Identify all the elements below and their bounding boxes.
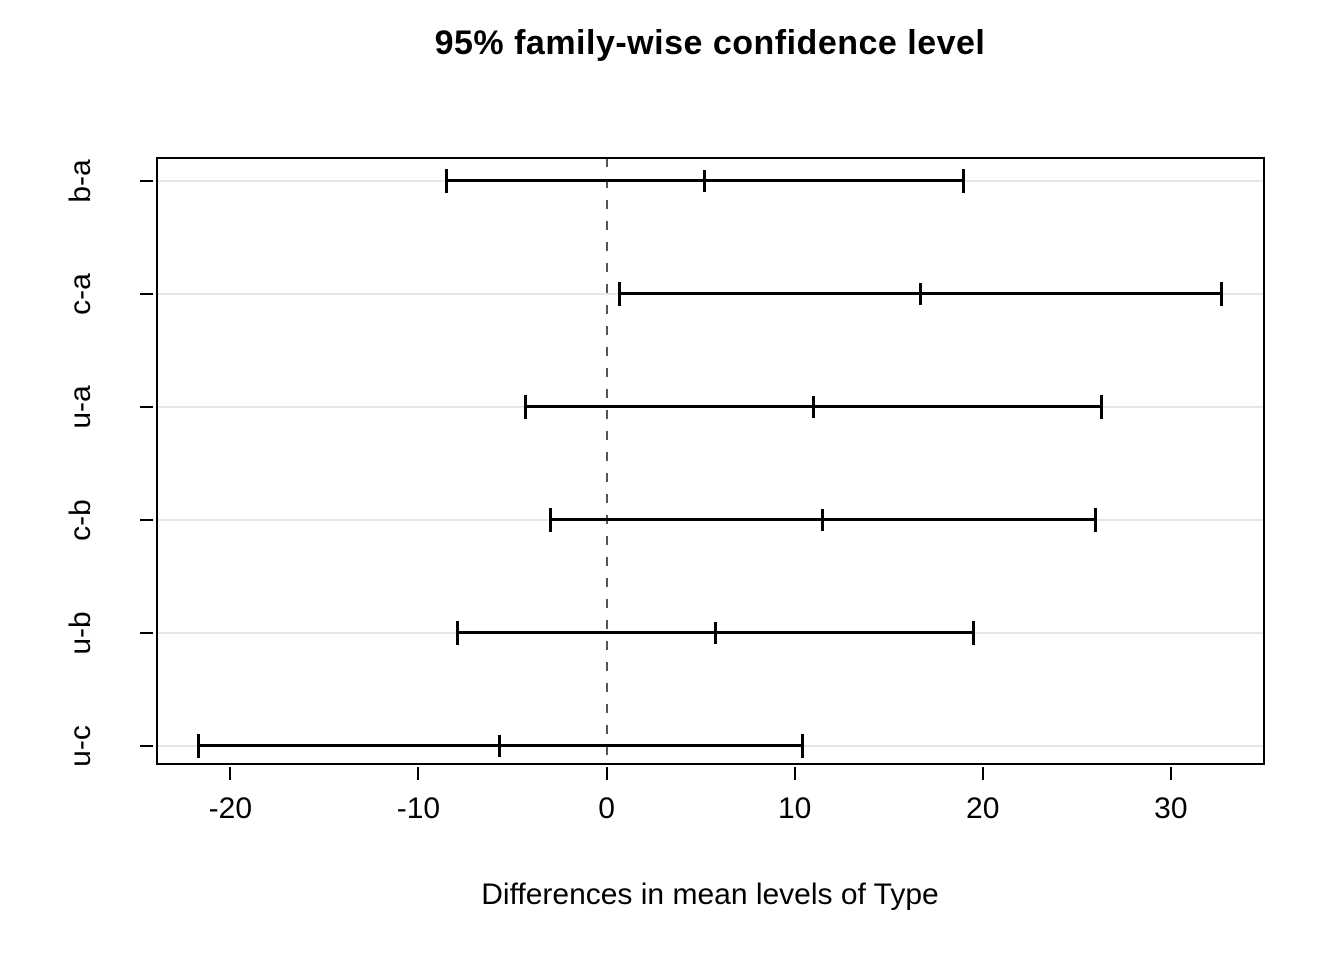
ci-center-tick-u-b [714, 621, 718, 644]
ci-endpoint-cap-c-b [548, 507, 552, 532]
ci-endpoint-cap-u-a [524, 394, 528, 419]
ci-endpoint-cap-c-b [1094, 507, 1098, 532]
ci-endpoint-cap-u-c [196, 733, 200, 758]
y-axis-tick [140, 405, 153, 408]
y-tick-label-c-a: c-a [64, 273, 97, 315]
ci-endpoint-cap-u-b [971, 620, 975, 645]
x-tick-label: 20 [966, 792, 1000, 825]
ci-center-tick-c-a [919, 282, 923, 305]
zero-reference-line [605, 158, 608, 763]
y-tick-label-u-c: u-c [64, 725, 97, 767]
ci-center-tick-c-b [821, 508, 825, 531]
x-tick-label: -10 [396, 792, 441, 825]
chart-title: 95% family-wise confidence level [434, 24, 986, 62]
y-axis-tick [140, 292, 153, 295]
x-axis-label: Differences in mean levels of Type [481, 878, 939, 911]
ci-endpoint-cap-c-a [618, 281, 622, 306]
y-axis-tick [140, 518, 153, 521]
ci-endpoint-cap-u-c [800, 733, 804, 758]
x-tick-label: 30 [1154, 792, 1188, 825]
ci-endpoint-cap-b-a [445, 168, 449, 193]
ci-center-tick-b-a [702, 169, 706, 192]
x-axis-tick [417, 767, 420, 780]
plot-area-border [156, 157, 1265, 765]
ci-endpoint-cap-c-a [1220, 281, 1224, 306]
x-axis-tick [229, 767, 232, 780]
x-tick-label: 10 [777, 792, 812, 825]
y-tick-label-u-b: u-b [64, 611, 97, 655]
x-tick-label: 0 [598, 792, 615, 825]
ci-center-tick-u-a [811, 395, 815, 418]
y-tick-label-u-a: u-a [64, 385, 97, 429]
x-axis-tick [605, 767, 608, 780]
ci-endpoint-cap-u-b [456, 620, 460, 645]
y-tick-label-b-a: b-a [64, 159, 97, 203]
y-axis-tick [140, 179, 153, 182]
y-tick-label-c-b: c-b [64, 499, 97, 541]
x-axis-tick [981, 767, 984, 780]
x-axis-tick [1169, 767, 1172, 780]
ci-endpoint-cap-u-a [1099, 394, 1103, 419]
y-axis-tick [140, 631, 153, 634]
ci-center-tick-u-c [497, 734, 501, 757]
x-tick-label: -20 [208, 792, 253, 825]
ci-endpoint-cap-b-a [962, 168, 966, 193]
y-axis-tick [140, 744, 153, 747]
x-axis-tick [793, 767, 796, 780]
